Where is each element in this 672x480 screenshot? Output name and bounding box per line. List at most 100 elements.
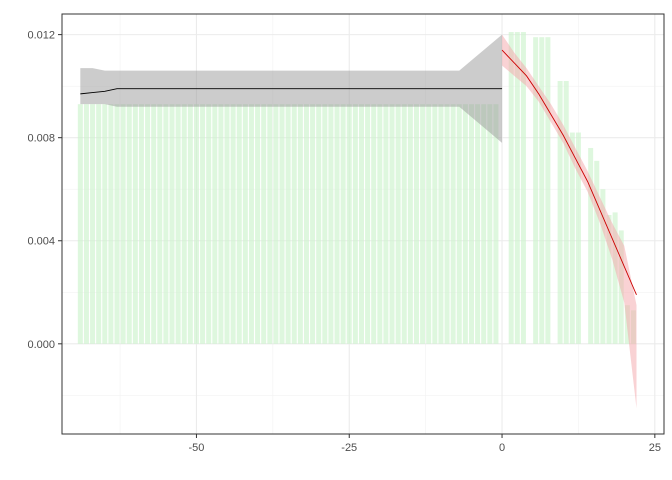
histogram-bar xyxy=(310,104,316,344)
series-lines xyxy=(80,49,637,296)
tick-labels: -50 -25 0 25 0.000 0.004 0.008 0.012 xyxy=(27,30,660,454)
histogram-bar xyxy=(520,32,526,344)
histogram-bar xyxy=(358,104,364,344)
histogram-bar xyxy=(383,104,389,344)
histogram-bar xyxy=(322,104,328,344)
x-tick-label: 25 xyxy=(649,442,661,454)
y-tick-label: 0.008 xyxy=(27,133,55,145)
histogram-bar xyxy=(157,104,163,344)
histogram-bar xyxy=(279,104,285,344)
histogram-bar xyxy=(169,104,175,344)
histogram-bar xyxy=(487,104,493,344)
histogram-bar xyxy=(569,132,575,344)
histogram-bar xyxy=(407,104,413,344)
histogram-bar xyxy=(493,104,499,344)
histogram-bar xyxy=(145,104,151,344)
histogram-bar xyxy=(612,212,618,344)
histogram-bar xyxy=(297,104,303,344)
histogram-bar xyxy=(181,104,187,344)
axis-ticks xyxy=(58,34,656,438)
histogram-bar xyxy=(575,132,581,344)
histogram-bar xyxy=(132,104,138,344)
histogram-bar xyxy=(475,104,481,344)
histogram-bar xyxy=(96,104,102,344)
x-tick-label: 0 xyxy=(499,442,505,454)
histogram-bar xyxy=(594,160,600,344)
histogram-bar xyxy=(273,104,279,344)
histogram-bar xyxy=(588,147,594,344)
histogram-bar xyxy=(450,104,456,344)
histogram-bar xyxy=(401,104,407,344)
histogram-bar xyxy=(267,104,273,344)
histogram-bar xyxy=(557,80,563,344)
histogram-bar xyxy=(285,104,291,344)
histogram-bar xyxy=(316,104,322,344)
histogram-bar xyxy=(206,104,212,344)
histogram-bar xyxy=(255,104,261,344)
histogram-bar xyxy=(600,189,606,344)
histogram-bar xyxy=(563,80,569,344)
confidence-band xyxy=(502,34,637,409)
x-tick-label: -50 xyxy=(189,442,205,454)
histogram-bar xyxy=(224,104,230,344)
histogram xyxy=(77,32,636,344)
series-line xyxy=(501,49,637,296)
histogram-bar xyxy=(77,104,83,344)
histogram-bar xyxy=(545,37,551,344)
histogram-bar xyxy=(163,104,169,344)
histogram-bar xyxy=(303,104,309,344)
histogram-bar xyxy=(120,104,126,344)
histogram-bar xyxy=(533,37,539,344)
histogram-bar xyxy=(83,104,89,344)
histogram-bar xyxy=(340,104,346,344)
histogram-bar xyxy=(138,104,144,344)
histogram-bar xyxy=(606,214,612,344)
histogram-bar xyxy=(334,104,340,344)
histogram-bar xyxy=(230,104,236,344)
histogram-bar xyxy=(187,104,193,344)
histogram-bar xyxy=(420,104,426,344)
histogram-bar xyxy=(413,104,419,344)
histogram-bar xyxy=(508,32,514,344)
histogram-bar xyxy=(200,104,206,344)
histogram-bar xyxy=(426,104,432,344)
histogram-bar xyxy=(377,104,383,344)
histogram-bar xyxy=(389,104,395,344)
histogram-bar xyxy=(90,104,96,344)
histogram-bar xyxy=(456,104,462,344)
histogram-bar xyxy=(248,104,254,344)
y-tick-label: 0.012 xyxy=(27,30,55,42)
histogram-bar xyxy=(365,104,371,344)
histogram-bar xyxy=(212,104,218,344)
histogram-bar xyxy=(346,104,352,344)
series-line xyxy=(80,88,503,95)
histogram-bar xyxy=(108,104,114,344)
histogram-bar xyxy=(539,37,545,344)
histogram-bar xyxy=(328,104,334,344)
histogram-bar xyxy=(371,104,377,344)
histogram-bar xyxy=(126,104,132,344)
histogram-bar xyxy=(175,104,181,344)
histogram-bar xyxy=(444,104,450,344)
histogram-bar xyxy=(481,104,487,344)
histogram-bar xyxy=(236,104,242,344)
histogram-bar xyxy=(242,104,248,344)
histogram-bar xyxy=(514,32,520,344)
histogram-bar xyxy=(261,104,267,344)
histogram-bar xyxy=(291,104,297,344)
histogram-bar xyxy=(218,104,224,344)
histogram-bar xyxy=(432,104,438,344)
histogram-bar xyxy=(114,104,120,344)
histogram-bar xyxy=(151,104,157,344)
x-tick-label: -25 xyxy=(341,442,357,454)
histogram-bar xyxy=(102,104,108,344)
histogram-bar xyxy=(462,104,468,344)
panel-border xyxy=(61,13,665,435)
histogram-bar xyxy=(438,104,444,344)
histogram-bar xyxy=(193,104,199,344)
y-tick-label: 0.004 xyxy=(27,236,55,248)
histogram-bar xyxy=(352,104,358,344)
histogram-bar xyxy=(468,104,474,344)
y-tick-label: 0.000 xyxy=(27,339,55,351)
